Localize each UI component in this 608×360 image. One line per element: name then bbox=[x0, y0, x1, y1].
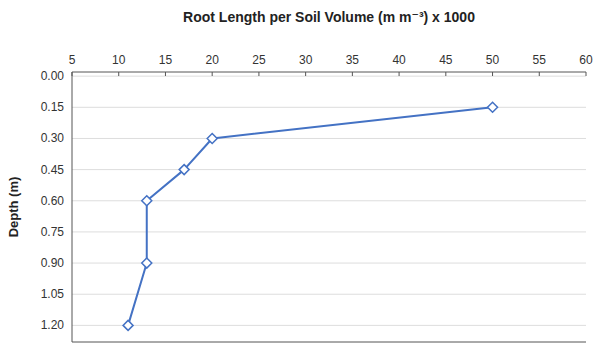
point bbox=[488, 102, 498, 112]
x-tick bbox=[586, 72, 587, 76]
x-tick-label: 45 bbox=[439, 53, 453, 67]
y-tick-label: 1.05 bbox=[41, 287, 65, 301]
y-tick-label: 0.15 bbox=[41, 100, 65, 114]
x-tick-label: 10 bbox=[112, 53, 126, 67]
y-tick-label: 0.90 bbox=[41, 256, 65, 270]
y-tick-label: 1.20 bbox=[41, 318, 65, 332]
y-axis-label: Depth (m) bbox=[6, 177, 21, 238]
x-tick-label: 5 bbox=[69, 53, 76, 67]
grid-line bbox=[72, 76, 586, 77]
x-tick bbox=[118, 72, 119, 76]
x-tick-label: 55 bbox=[533, 53, 547, 67]
point bbox=[142, 258, 152, 268]
x-tick bbox=[539, 72, 540, 76]
point bbox=[207, 133, 217, 143]
x-tick-label: 25 bbox=[252, 53, 266, 67]
y-tick-label: 0.60 bbox=[41, 194, 65, 208]
x-tick bbox=[258, 72, 259, 76]
point bbox=[123, 320, 133, 330]
x-tick-label: 40 bbox=[392, 53, 406, 67]
x-tick bbox=[492, 72, 493, 76]
x-tick bbox=[445, 72, 446, 76]
x-tick bbox=[352, 72, 353, 76]
x-tick-label: 35 bbox=[346, 53, 360, 67]
point bbox=[179, 165, 189, 175]
line bbox=[128, 107, 492, 325]
grid-line bbox=[72, 294, 586, 295]
x-tick-label: 30 bbox=[299, 53, 313, 67]
bottom-frame-line bbox=[72, 342, 586, 343]
grid-line bbox=[72, 107, 586, 108]
y-tick-label: 0.00 bbox=[41, 69, 65, 83]
series bbox=[123, 102, 497, 330]
x-tick bbox=[305, 72, 306, 76]
x-tick-label: 15 bbox=[159, 53, 173, 67]
title: Root Length per Soil Volume (m m⁻³) x 10… bbox=[183, 9, 475, 25]
point bbox=[142, 196, 152, 206]
chart: Root Length per Soil Volume (m m⁻³) x 10… bbox=[0, 0, 608, 360]
y-tick-label: 0.45 bbox=[41, 163, 65, 177]
grid-line bbox=[72, 325, 586, 326]
x-tick-label: 20 bbox=[206, 53, 220, 67]
x-tick-label: 60 bbox=[579, 53, 593, 67]
x-tick bbox=[399, 72, 400, 76]
x-tick-label: 50 bbox=[486, 53, 500, 67]
x-tick bbox=[165, 72, 166, 76]
grid-line bbox=[72, 231, 586, 232]
y-grid bbox=[72, 76, 586, 325]
x-axis-line bbox=[72, 72, 586, 73]
y-axis-line bbox=[72, 72, 73, 342]
grid-line bbox=[72, 169, 586, 170]
y-tick-label: 0.75 bbox=[41, 225, 65, 239]
x-tick bbox=[212, 72, 213, 76]
y-tick-label: 0.30 bbox=[41, 131, 65, 145]
grid-line bbox=[72, 138, 586, 139]
